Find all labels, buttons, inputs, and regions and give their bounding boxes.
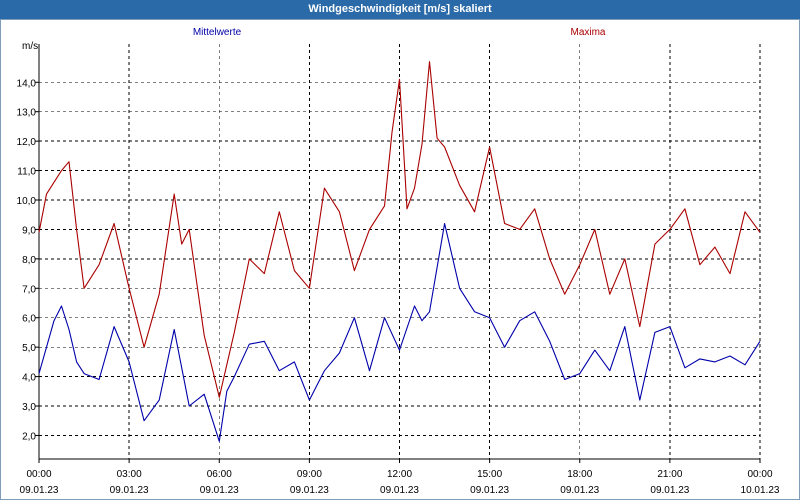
x-tick-date: 10.01.23: [741, 485, 780, 496]
x-tick-date: 09.01.23: [650, 485, 689, 496]
axes: [35, 44, 761, 463]
y-tick-label: 10,0: [17, 196, 37, 207]
x-tick-date: 09.01.23: [470, 485, 509, 496]
y-tick-label: 3,0: [22, 402, 36, 413]
y-tick-label: 8,0: [22, 255, 36, 266]
y-axis-unit: m/s: [22, 41, 38, 52]
y-tick-label: 9,0: [22, 225, 36, 236]
y-tick-label: 7,0: [22, 284, 36, 295]
series-line-mittelwerte: [38, 222, 761, 442]
grid: [38, 44, 761, 459]
legend-max: Maxima: [570, 27, 605, 38]
legend-mean: Mittelwerte: [193, 27, 242, 38]
series-lines: [38, 61, 761, 442]
x-tick-time: 15:00: [477, 469, 502, 480]
x-tick-time: 21:00: [657, 469, 682, 480]
x-tick-time: 00:00: [26, 469, 51, 480]
y-tick-label: 11,0: [17, 167, 36, 178]
chart-title: Windgeschwindigkeit [m/s] skaliert: [0, 0, 800, 19]
y-tick-label: 2,0: [22, 431, 36, 442]
y-tick-label: 12,0: [17, 137, 37, 148]
y-tick-label: 4,0: [22, 373, 36, 384]
y-tick-label: 13,0: [17, 108, 37, 119]
x-tick-time: 06:00: [207, 469, 232, 480]
chart-plot: Mittelwerte Maxima m/s 2,0 3,0 4,0 5,0 6,0 7,…: [17, 27, 780, 496]
y-tick-label: 5,0: [22, 343, 36, 354]
x-tick-date: 09.01.23: [380, 485, 419, 496]
x-tick-date: 09.01.23: [200, 485, 239, 496]
x-tick-time: 03:00: [117, 469, 142, 480]
y-tick-label: 6,0: [22, 314, 36, 325]
series-line-maxima: [38, 61, 761, 398]
x-tick-time: 12:00: [387, 469, 412, 480]
tick-labels: 2,0 3,0 4,0 5,0 6,0 7,0 8,0 9,0 10,0 11,0 12,0 13,0…: [17, 78, 780, 496]
y-tick-label: 14,0: [17, 78, 37, 89]
x-tick-time: 09:00: [297, 469, 322, 480]
x-tick-time: 18:00: [567, 469, 592, 480]
x-tick-date: 09.01.23: [290, 485, 329, 496]
x-tick-date: 09.01.23: [110, 485, 149, 496]
x-tick-time: 00:00: [747, 469, 772, 480]
x-tick-date: 09.01.23: [20, 485, 59, 496]
x-tick-date: 09.01.23: [560, 485, 599, 496]
